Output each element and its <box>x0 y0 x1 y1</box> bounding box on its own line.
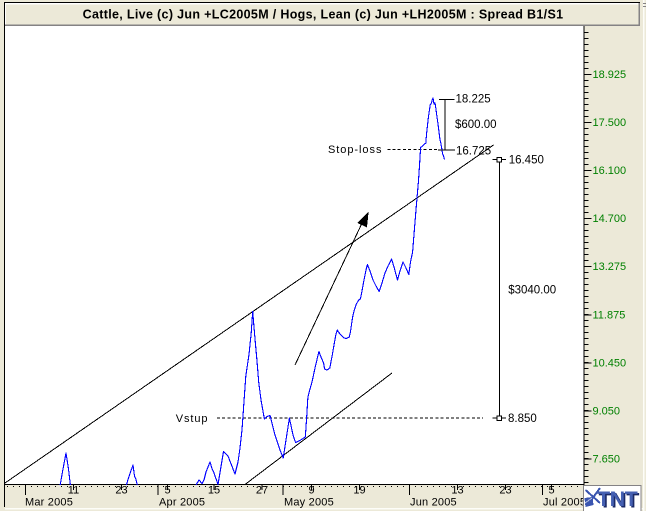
svg-text:Apr 2005: Apr 2005 <box>159 497 205 509</box>
svg-text:Jul 2005: Jul 2005 <box>543 497 586 509</box>
svg-text:11.875: 11.875 <box>593 310 626 322</box>
svg-text:11: 11 <box>68 485 79 497</box>
svg-text:18.925: 18.925 <box>593 69 627 81</box>
svg-text:Stop-loss: Stop-loss <box>328 144 382 156</box>
svg-text:16.450: 16.450 <box>509 155 544 167</box>
svg-text:15: 15 <box>208 485 220 497</box>
svg-text:$3040.00: $3040.00 <box>508 285 556 297</box>
svg-text:18.225: 18.225 <box>456 94 491 106</box>
svg-text:13: 13 <box>451 485 463 497</box>
svg-text:Vstup: Vstup <box>176 413 209 425</box>
svg-text:May 2005: May 2005 <box>284 497 334 509</box>
svg-text:9: 9 <box>308 485 314 497</box>
svg-text:14.700: 14.700 <box>593 213 627 225</box>
svg-text:13.275: 13.275 <box>593 261 627 273</box>
svg-text:7.650: 7.650 <box>593 454 621 466</box>
svg-text:10.450: 10.450 <box>593 358 627 370</box>
svg-text:19: 19 <box>353 485 365 497</box>
svg-text:TNT: TNT <box>599 489 640 511</box>
svg-text:23: 23 <box>115 485 127 497</box>
svg-text:5: 5 <box>164 485 170 497</box>
svg-text:23: 23 <box>499 485 511 497</box>
svg-text:17.500: 17.500 <box>593 117 627 129</box>
svg-text:27: 27 <box>256 485 268 497</box>
svg-text:$600.00: $600.00 <box>455 119 497 131</box>
svg-text:Cattle, Live (c) Jun +LC2005M: Cattle, Live (c) Jun +LC2005M / Hogs, Le… <box>83 8 564 22</box>
svg-text:16.725: 16.725 <box>456 146 491 158</box>
svg-text:9.050: 9.050 <box>593 406 621 418</box>
svg-text:8.850: 8.850 <box>508 413 537 425</box>
svg-text:16.100: 16.100 <box>593 165 627 177</box>
svg-text:5: 5 <box>548 485 554 497</box>
svg-text:Jun 2005: Jun 2005 <box>410 497 457 509</box>
svg-text:Mar 2005: Mar 2005 <box>25 497 73 509</box>
svg-text:TNT: TNT <box>597 487 638 511</box>
